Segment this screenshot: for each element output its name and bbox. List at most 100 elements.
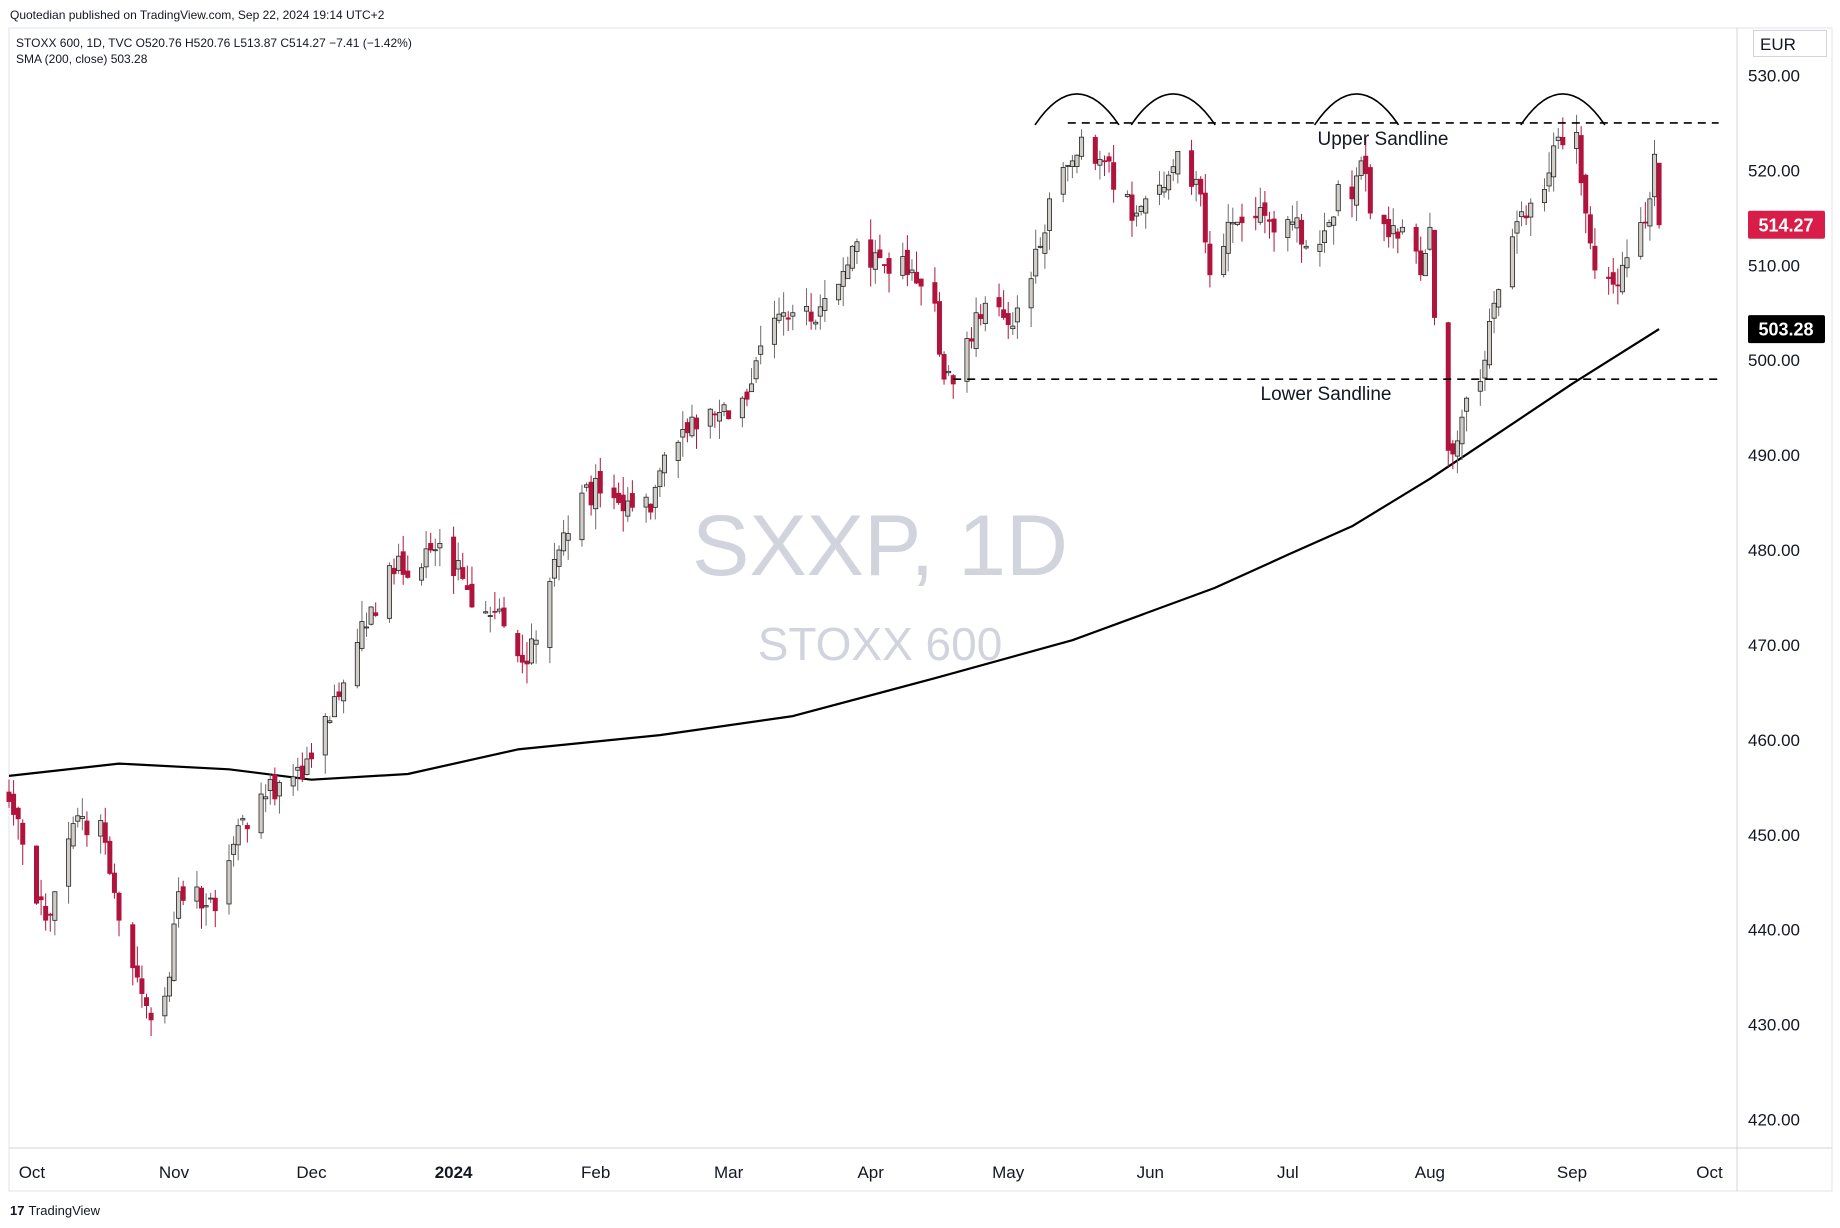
candle[interactable] — [744, 388, 750, 407]
candle[interactable] — [1454, 430, 1460, 474]
candle[interactable] — [176, 877, 182, 928]
candle[interactable] — [231, 836, 237, 867]
candle[interactable] — [116, 891, 122, 937]
candle[interactable] — [707, 407, 713, 439]
candle[interactable] — [785, 311, 791, 331]
candle[interactable] — [716, 399, 722, 439]
candle[interactable] — [932, 267, 938, 312]
candle[interactable] — [47, 912, 53, 932]
candle[interactable] — [914, 251, 920, 284]
candle[interactable] — [1092, 134, 1098, 171]
candle[interactable] — [1619, 251, 1625, 295]
candle[interactable] — [1358, 156, 1364, 180]
candle[interactable] — [400, 536, 406, 585]
candle[interactable] — [208, 892, 214, 904]
candle[interactable] — [593, 464, 599, 530]
candle[interactable] — [1189, 139, 1195, 195]
candle[interactable] — [1638, 207, 1644, 260]
candle[interactable] — [1418, 236, 1424, 281]
candle[interactable] — [1262, 190, 1268, 234]
candle[interactable] — [276, 780, 282, 814]
candle[interactable] — [428, 532, 434, 553]
top-arc-annotation[interactable] — [1313, 93, 1400, 126]
candle[interactable] — [423, 530, 429, 579]
candle[interactable] — [918, 278, 924, 306]
candle[interactable] — [1445, 321, 1451, 467]
candle[interactable] — [1037, 237, 1043, 249]
candle[interactable] — [171, 911, 177, 982]
candle[interactable] — [909, 259, 915, 281]
candle[interactable] — [244, 822, 250, 843]
candle[interactable] — [849, 245, 855, 272]
candle[interactable] — [1459, 409, 1465, 461]
candle[interactable] — [1170, 159, 1176, 182]
candle[interactable] — [1642, 202, 1648, 229]
candle[interactable] — [199, 885, 205, 929]
candle[interactable] — [1399, 219, 1405, 235]
candle[interactable] — [75, 807, 81, 828]
candle[interactable] — [1042, 224, 1048, 269]
candle[interactable] — [1464, 396, 1470, 432]
candle[interactable] — [643, 493, 649, 523]
candle[interactable] — [1413, 223, 1419, 264]
candle[interactable] — [982, 296, 988, 332]
candle[interactable] — [1014, 295, 1020, 339]
candle[interactable] — [625, 487, 631, 522]
candle[interactable] — [1129, 181, 1135, 237]
candle[interactable] — [868, 219, 874, 287]
candle[interactable] — [460, 552, 466, 581]
candle[interactable] — [950, 374, 956, 399]
candle[interactable] — [43, 893, 49, 931]
candle[interactable] — [1175, 150, 1181, 184]
candle[interactable] — [1422, 249, 1428, 277]
candle[interactable] — [969, 327, 975, 349]
candle[interactable] — [680, 411, 686, 457]
candle[interactable] — [1156, 171, 1162, 206]
candle[interactable] — [20, 819, 26, 866]
candle[interactable] — [419, 563, 425, 586]
candle[interactable] — [295, 757, 301, 791]
candle[interactable] — [790, 304, 796, 331]
candle[interactable] — [547, 577, 553, 664]
candle[interactable] — [240, 814, 246, 826]
candle[interactable] — [657, 467, 663, 497]
candle[interactable] — [263, 784, 269, 813]
sma-200-line[interactable] — [8, 328, 1660, 781]
candle[interactable] — [1578, 126, 1584, 196]
candle[interactable] — [616, 482, 622, 505]
candle[interactable] — [130, 922, 136, 986]
candle[interactable] — [1624, 239, 1630, 278]
candle[interactable] — [1367, 164, 1373, 220]
candle[interactable] — [845, 256, 851, 280]
candle[interactable] — [354, 628, 360, 689]
candle[interactable] — [272, 767, 278, 806]
tradingview-logo[interactable]: 17 TradingView — [10, 1203, 100, 1218]
candle[interactable] — [203, 893, 209, 926]
candle[interactable] — [1615, 268, 1621, 305]
candle[interactable] — [226, 844, 232, 915]
candle[interactable] — [396, 543, 402, 574]
candle[interactable] — [515, 629, 521, 663]
candle[interactable] — [694, 414, 700, 449]
candle[interactable] — [6, 779, 12, 808]
candle[interactable] — [11, 780, 17, 826]
candle[interactable] — [1230, 207, 1236, 243]
candle[interactable] — [1234, 221, 1240, 227]
candle[interactable] — [1390, 208, 1396, 249]
candle[interactable] — [1587, 206, 1593, 250]
candle[interactable] — [492, 592, 498, 620]
candle[interactable] — [1001, 290, 1007, 320]
candle[interactable] — [781, 292, 787, 336]
candle[interactable] — [235, 818, 241, 861]
candle[interactable] — [70, 816, 76, 850]
candle[interactable] — [1514, 210, 1520, 254]
candle[interactable] — [162, 987, 168, 1024]
candle[interactable] — [1097, 150, 1103, 180]
candle[interactable] — [712, 411, 718, 428]
currency-selector[interactable]: EUR — [1753, 30, 1827, 57]
candle[interactable] — [684, 418, 690, 443]
candle[interactable] — [364, 612, 370, 637]
candle[interactable] — [1161, 171, 1167, 198]
candle[interactable] — [652, 484, 658, 520]
candle[interactable] — [1005, 301, 1011, 339]
